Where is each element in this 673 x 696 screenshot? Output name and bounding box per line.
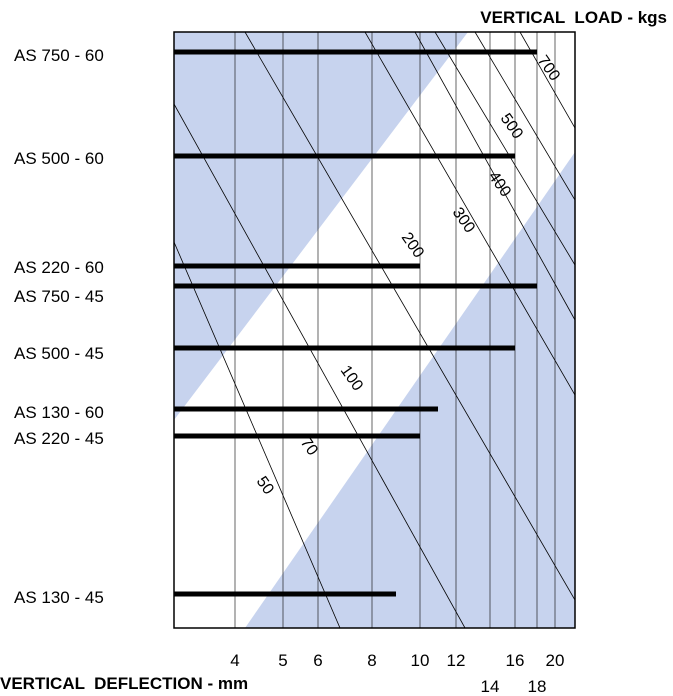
bar-as130-45 (174, 591, 396, 597)
load-line-70 (174, 103, 466, 628)
load-line-400 (434, 32, 575, 266)
x-tick-label-4: 4 (230, 651, 239, 670)
model-label: AS 750 - 45 (14, 287, 104, 306)
load-line-300 (414, 32, 575, 321)
x-tick-label-16: 16 (506, 651, 525, 670)
model-label: AS 750 - 60 (14, 46, 104, 65)
bar-as220-45 (174, 433, 420, 439)
x-tick-label-8: 8 (367, 651, 376, 670)
model-label: AS 130 - 60 (14, 403, 104, 422)
plot-frame (173, 31, 576, 629)
x-tick-label-10: 10 (411, 651, 430, 670)
model-label: AS 220 - 60 (14, 258, 104, 277)
x-tick-label-5: 5 (278, 651, 287, 670)
x-tick-label-6: 6 (313, 651, 322, 670)
load-line-700 (519, 32, 575, 129)
load-line-200 (364, 32, 575, 396)
chart-title: VERTICAL LOAD - kgs (480, 8, 667, 27)
bar-as750-60 (174, 49, 537, 55)
x-tick-label-20: 20 (546, 651, 565, 670)
bar-as130-60 (174, 406, 438, 412)
bar-as750-45 (174, 283, 537, 289)
x-tick-label-18: 18 (528, 677, 547, 696)
model-label: AS 220 - 45 (14, 429, 104, 448)
model-label: AS 500 - 45 (14, 344, 104, 363)
bar-as500-60 (174, 153, 515, 159)
bar-as500-45 (174, 345, 515, 351)
x-axis-label: VERTICAL DEFLECTION - mm (0, 674, 248, 693)
x-tick-label-12: 12 (447, 651, 466, 670)
plot-area (173, 31, 576, 629)
model-label: AS 130 - 45 (14, 588, 104, 607)
bar-as220-60 (174, 263, 420, 269)
model-label: AS 500 - 60 (14, 149, 104, 168)
shaded-band-lower (245, 152, 575, 628)
load-line-500 (474, 32, 575, 201)
x-tick-label-14: 14 (481, 677, 500, 696)
shaded-band-upper (174, 32, 468, 420)
load-line-100 (244, 32, 575, 601)
